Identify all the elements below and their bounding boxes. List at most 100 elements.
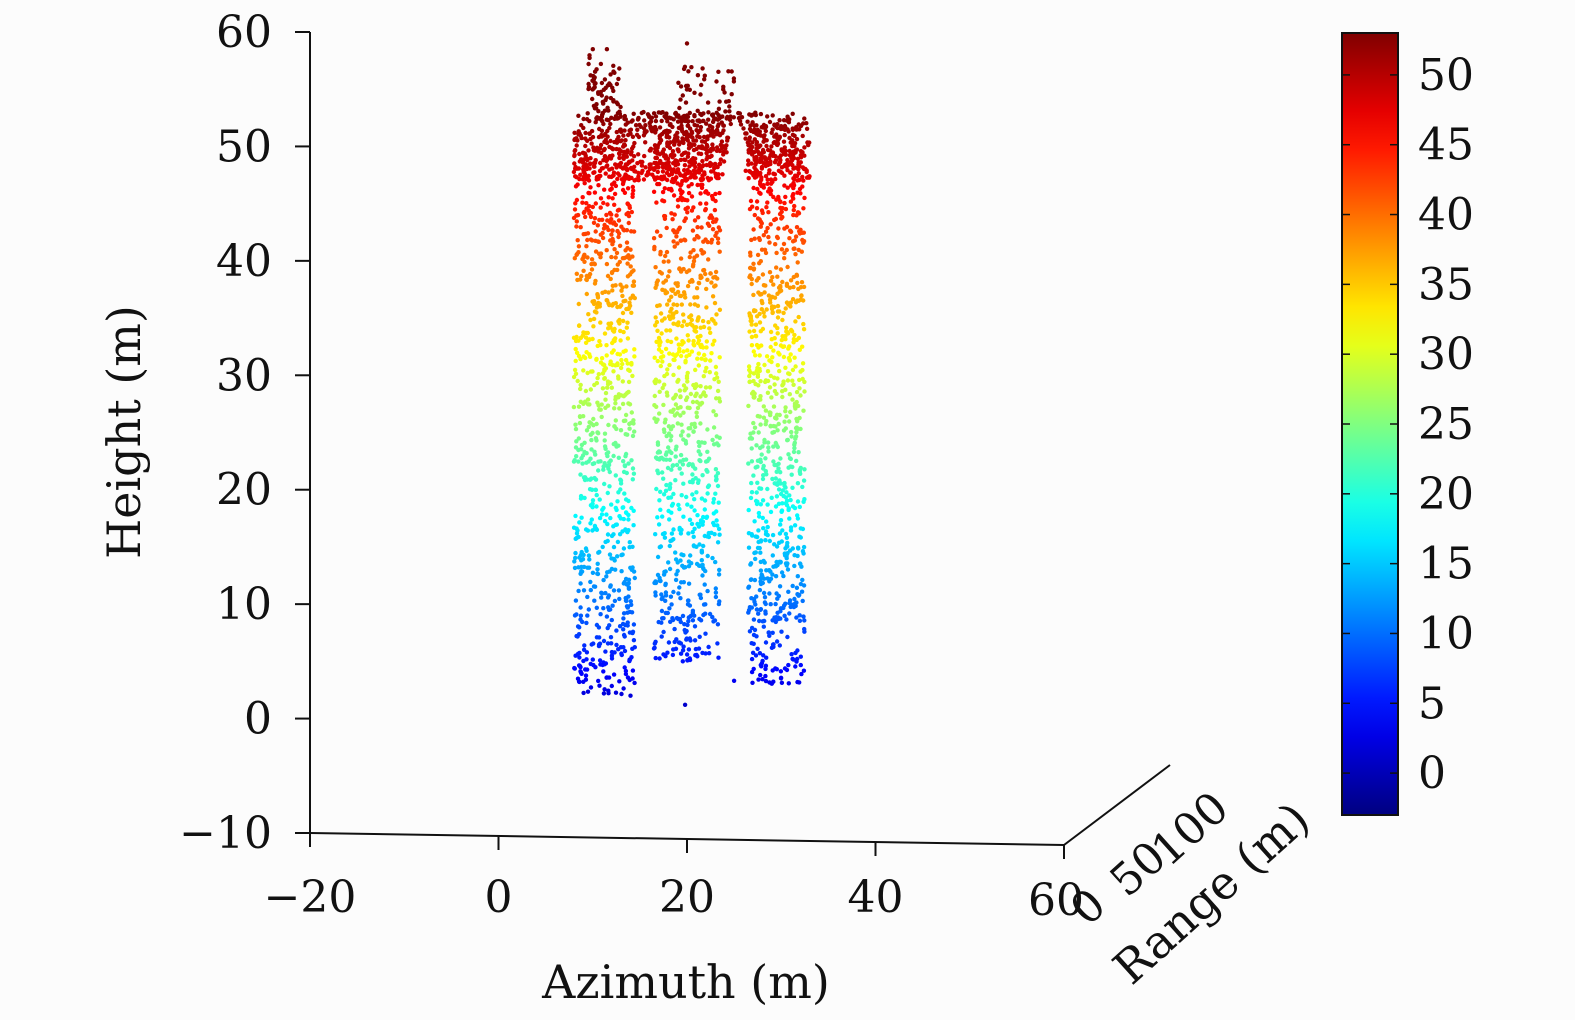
data-point [603, 446, 608, 451]
data-point [782, 183, 787, 188]
data-point [673, 392, 679, 398]
data-point [669, 211, 674, 216]
data-point [630, 254, 635, 259]
data-point [657, 450, 663, 455]
data-point [586, 607, 591, 612]
data-point [682, 622, 687, 627]
data-point [778, 267, 784, 272]
data-point [800, 361, 806, 366]
data-point [772, 160, 778, 165]
data-point [778, 669, 784, 674]
data-point [793, 650, 798, 656]
data-point [780, 279, 785, 285]
data-point [606, 195, 611, 200]
data-point [754, 199, 760, 204]
data-point [592, 85, 597, 90]
data-point [758, 422, 763, 427]
data-point [578, 399, 583, 404]
data-point [713, 491, 718, 496]
data-point [711, 275, 716, 280]
data-point [665, 393, 670, 398]
data-point [777, 584, 783, 589]
data-point [631, 622, 637, 627]
data-point [657, 498, 662, 503]
data-point [747, 169, 752, 174]
data-point [770, 553, 775, 558]
data-point [577, 420, 583, 426]
data-point [660, 149, 665, 155]
data-point [629, 166, 634, 172]
data-point [798, 535, 803, 540]
data-point [686, 615, 691, 620]
data-point [786, 162, 791, 167]
data-point [692, 508, 697, 513]
data-point [706, 178, 712, 183]
data-point [776, 501, 782, 506]
data-point [632, 680, 637, 686]
data-point [616, 231, 622, 236]
colorbar-tick-label: 40 [1418, 190, 1474, 241]
data-point [583, 143, 588, 149]
data-point [797, 231, 803, 236]
data-point [797, 386, 802, 391]
data-point [627, 159, 633, 164]
data-point [669, 510, 674, 515]
data-point [606, 450, 611, 455]
data-point [801, 408, 806, 413]
data-point [720, 114, 725, 119]
data-point [601, 577, 606, 583]
data-point [758, 170, 763, 176]
data-point [790, 583, 795, 589]
data-point [595, 223, 600, 228]
data-point [611, 672, 617, 677]
data-point [773, 574, 779, 579]
data-point [592, 81, 597, 86]
data-point [583, 388, 589, 394]
data-point [657, 181, 662, 187]
data-point [676, 616, 681, 622]
data-point [617, 317, 622, 323]
data-point [798, 471, 803, 476]
data-point [622, 463, 627, 468]
data-point [664, 161, 669, 166]
data-point [700, 473, 705, 478]
data-point [792, 203, 797, 209]
data-point [702, 440, 707, 445]
data-point [656, 335, 662, 341]
data-point [617, 624, 623, 629]
data-point [613, 522, 618, 527]
data-point [686, 462, 691, 468]
data-point [606, 108, 611, 113]
data-point [704, 305, 709, 310]
data-point [759, 152, 764, 158]
data-point [576, 301, 581, 307]
data-point [587, 354, 593, 359]
data-point [778, 205, 783, 211]
data-point [751, 430, 756, 435]
data-point [686, 433, 691, 438]
data-point [581, 564, 587, 570]
data-point [770, 127, 775, 132]
data-point [712, 207, 718, 213]
data-point [701, 146, 707, 151]
data-point [760, 147, 766, 153]
data-point [585, 594, 590, 600]
data-point [673, 454, 678, 459]
data-point [751, 267, 756, 272]
data-point [610, 236, 615, 242]
data-point [667, 351, 672, 356]
data-point [788, 229, 794, 234]
data-point [776, 421, 781, 427]
data-point [762, 437, 767, 443]
data-point [775, 331, 780, 336]
data-point [611, 556, 617, 562]
data-point [696, 351, 701, 356]
data-point [758, 143, 763, 148]
data-point [699, 185, 705, 190]
data-point [677, 105, 682, 111]
data-point [716, 443, 721, 448]
data-point [680, 659, 685, 664]
data-point [586, 61, 591, 67]
data-point [699, 225, 704, 230]
data-point [713, 116, 718, 121]
